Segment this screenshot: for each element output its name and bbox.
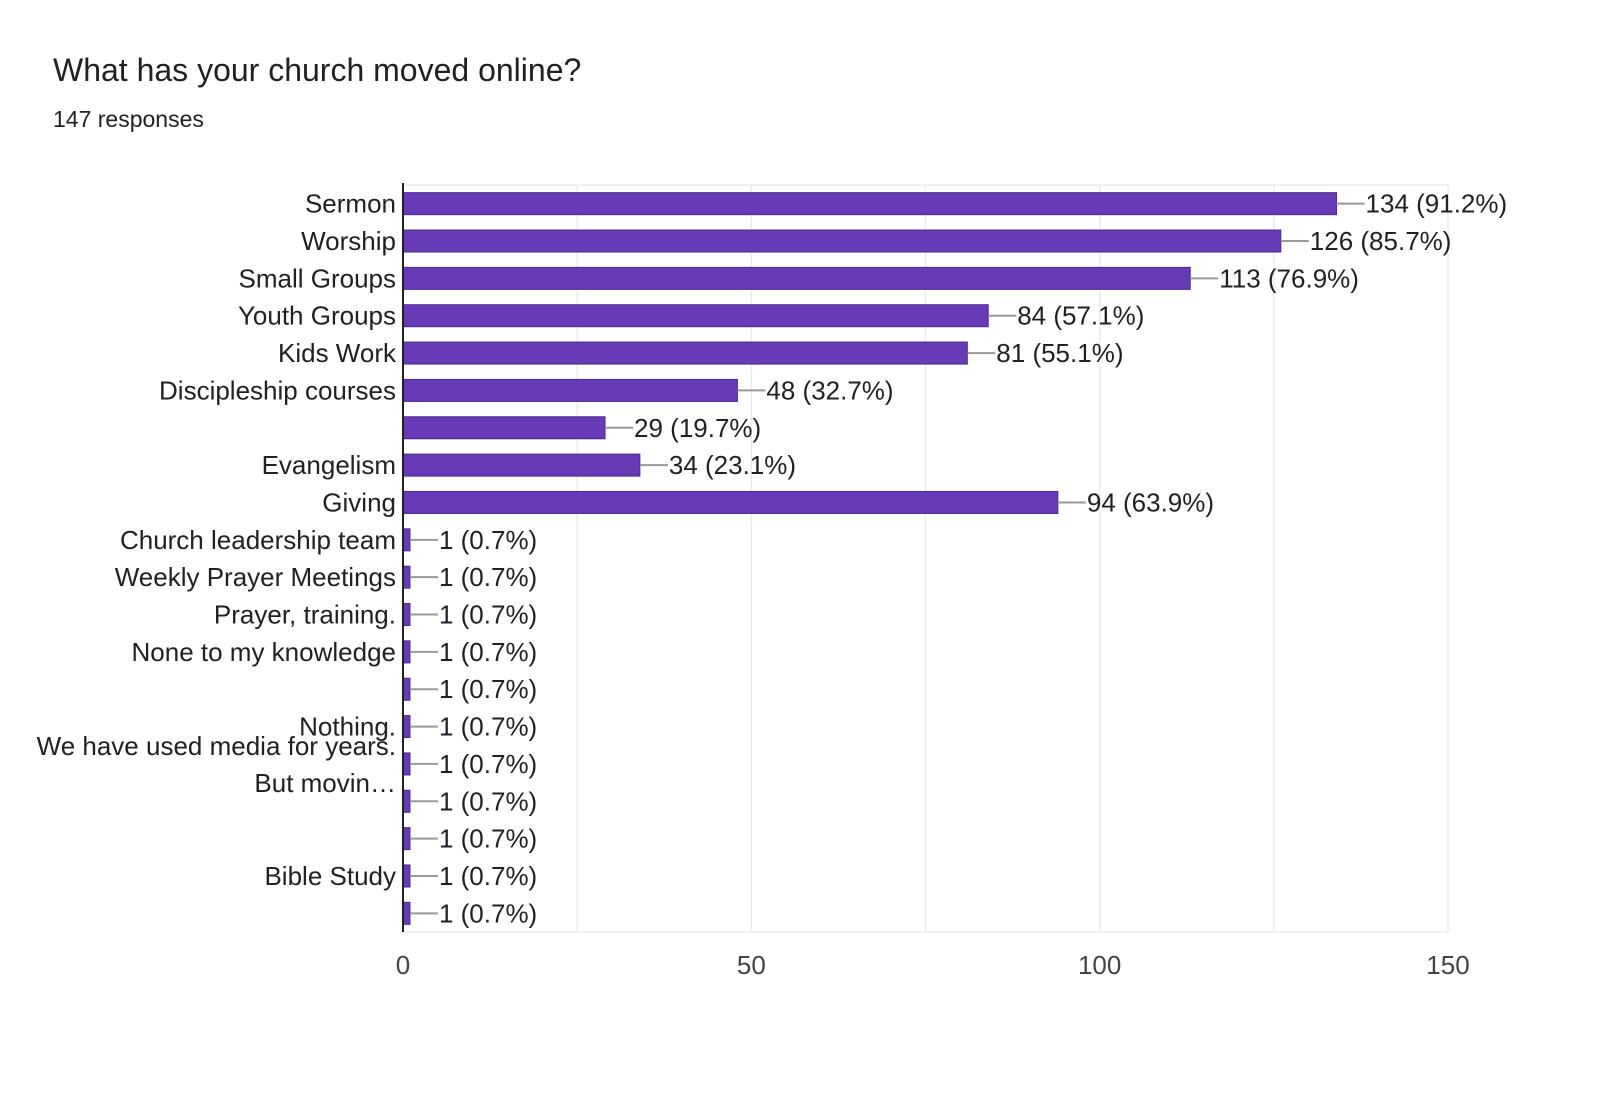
- data-label: 94 (63.9%): [1087, 487, 1214, 517]
- data-label: 81 (55.1%): [996, 338, 1123, 368]
- data-label: 1 (0.7%): [439, 637, 537, 667]
- data-label: 48 (32.7%): [766, 375, 893, 405]
- bar: [402, 416, 606, 440]
- data-label: 134 (91.2%): [1366, 189, 1508, 219]
- bar: [402, 752, 411, 776]
- bar: [402, 304, 989, 328]
- bar: [402, 528, 411, 552]
- category-label: We have used media for years.: [37, 731, 396, 761]
- category-label: Sermon: [305, 189, 396, 219]
- bar: [402, 229, 1282, 253]
- category-label: Kids Work: [278, 338, 397, 368]
- category-label: Evangelism: [262, 450, 396, 480]
- data-label: 34 (23.1%): [669, 450, 796, 480]
- x-tick-label: 150: [1426, 950, 1469, 980]
- data-label: 1 (0.7%): [439, 562, 537, 592]
- x-tick-label: 50: [737, 950, 766, 980]
- bar: [402, 192, 1338, 216]
- bar: [402, 565, 411, 589]
- bar: [402, 490, 1059, 514]
- bar: [402, 453, 641, 477]
- category-label: Prayer, training.: [214, 600, 396, 630]
- data-label: 1 (0.7%): [439, 861, 537, 891]
- chart-title: What has your church moved online?: [53, 52, 582, 88]
- category-label: Discipleship courses: [159, 375, 396, 405]
- x-tick-label: 0: [396, 950, 410, 980]
- data-label: 1 (0.7%): [439, 749, 537, 779]
- category-label: Church leadership team: [120, 525, 396, 555]
- data-label: 1 (0.7%): [439, 786, 537, 816]
- x-tick-label: 100: [1078, 950, 1121, 980]
- category-label: But movin…: [254, 768, 396, 798]
- bar: [402, 266, 1191, 290]
- category-label: None to my knowledge: [132, 637, 396, 667]
- data-label: 126 (85.7%): [1310, 226, 1452, 256]
- bar: [402, 715, 411, 739]
- category-label: Nothing.: [299, 712, 396, 742]
- data-label: 29 (19.7%): [634, 413, 761, 443]
- bar: [402, 827, 411, 851]
- data-label: 1 (0.7%): [439, 824, 537, 854]
- data-label: 1 (0.7%): [439, 525, 537, 555]
- bar: [402, 640, 411, 664]
- bar: [402, 864, 411, 888]
- data-label: 84 (57.1%): [1017, 301, 1144, 331]
- bar: [402, 677, 411, 701]
- bar: [402, 901, 411, 925]
- data-label: 1 (0.7%): [439, 600, 537, 630]
- bar: [402, 378, 738, 402]
- data-label: 1 (0.7%): [439, 712, 537, 742]
- response-count: 147 responses: [53, 106, 204, 132]
- category-label: Small Groups: [239, 263, 397, 293]
- bar: [402, 341, 968, 365]
- category-label: Youth Groups: [238, 301, 396, 331]
- category-label: Worship: [301, 226, 396, 256]
- bar: [402, 603, 411, 627]
- data-label: 1 (0.7%): [439, 898, 537, 928]
- category-label: Bible Study: [264, 861, 396, 891]
- data-label: 1 (0.7%): [439, 674, 537, 704]
- bar: [402, 789, 411, 813]
- data-label: 113 (76.9%): [1219, 263, 1359, 293]
- category-label: Weekly Prayer Meetings: [115, 562, 396, 592]
- category-label: Giving: [322, 487, 396, 517]
